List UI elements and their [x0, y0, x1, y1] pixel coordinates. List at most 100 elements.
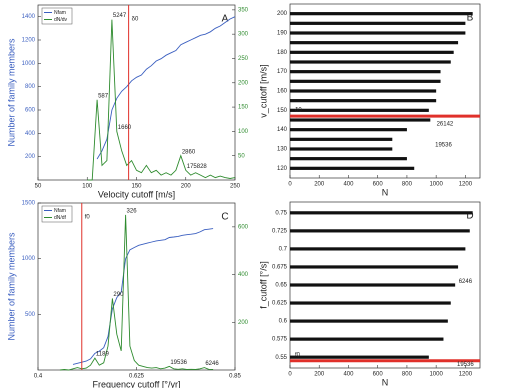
- y-tick-label: 200: [25, 154, 36, 160]
- bar: [290, 166, 415, 170]
- y-axis-label: v_cutoff [m/s]: [258, 64, 268, 117]
- y-tick-label: 0.625: [272, 301, 288, 307]
- y2-tick-label: 150: [238, 105, 249, 111]
- bar: [290, 41, 459, 45]
- cutoff-label: f0: [85, 215, 91, 221]
- x-tick-label: 200: [314, 182, 325, 188]
- y-tick-label: 400: [25, 131, 36, 137]
- y-tick-label: 180: [277, 50, 288, 56]
- x-tick-label: 250: [230, 184, 241, 190]
- peak-label: 587: [98, 93, 109, 99]
- y-tick-label: 0.6: [279, 319, 288, 325]
- bar: [290, 60, 451, 64]
- panel-label: A: [222, 14, 229, 25]
- series-line: [72, 228, 214, 365]
- x-tick-label: 800: [402, 372, 413, 378]
- bar: [290, 21, 466, 25]
- bar: [290, 108, 429, 112]
- panel-label: C: [221, 212, 228, 223]
- y2-tick-label: 350: [238, 7, 249, 13]
- y-tick-label: 500: [25, 312, 36, 318]
- y2-tick-label: 50: [238, 153, 245, 159]
- x-tick-label: 1000: [429, 372, 443, 378]
- x-tick-label: 200: [314, 372, 325, 378]
- plot-frame: [37, 4, 236, 181]
- peak-label: 2860: [182, 149, 196, 155]
- annotation: 19536: [457, 362, 474, 368]
- annotation: 19536: [435, 143, 452, 149]
- y-tick-label: 150: [277, 108, 288, 114]
- legend-label: Nfam: [54, 208, 66, 214]
- bar: [290, 211, 473, 215]
- y-tick-label: 0.55: [275, 355, 287, 361]
- bar: [290, 79, 441, 83]
- series-line: [59, 214, 214, 371]
- bar: [290, 265, 459, 269]
- y-axis-label: f_cutoff [°/s]: [258, 261, 268, 308]
- y2-tick-label: 400: [238, 272, 249, 278]
- x-axis-label: N: [382, 187, 389, 197]
- y-tick-label: 170: [277, 69, 288, 75]
- bar: [290, 355, 429, 359]
- bar: [290, 283, 456, 287]
- x-tick-label: 150: [131, 184, 142, 190]
- y-tick-label: 0.7: [279, 246, 288, 252]
- x-tick-label: 0.4: [34, 374, 43, 380]
- x-axis-label: Frequency cutoff [°/yr]: [93, 379, 181, 388]
- legend-label: dN/df: [54, 215, 67, 221]
- y-tick-label: 0.675: [272, 265, 288, 271]
- y-tick-label: 1500: [22, 201, 36, 207]
- y-tick-label: 800: [25, 84, 36, 90]
- x-tick-label: 600: [373, 372, 384, 378]
- bar: [290, 50, 454, 54]
- y-tick-label: 0.65: [275, 283, 287, 289]
- cutoff-label: f0: [295, 352, 301, 358]
- x-tick-label: 0: [288, 372, 292, 378]
- peak-label: 1189: [96, 352, 110, 358]
- bar: [290, 99, 437, 103]
- bar: [290, 229, 470, 233]
- series-line: [87, 19, 236, 181]
- bar: [290, 128, 407, 132]
- y-tick-label: 1400: [22, 14, 36, 20]
- x-tick-label: 200: [181, 184, 192, 190]
- bar: [290, 157, 407, 161]
- cutoff-label: δ0: [132, 17, 139, 23]
- plot-frame: [37, 202, 236, 371]
- peak-label: 326: [127, 209, 138, 215]
- x-tick-label: 600: [373, 182, 384, 188]
- peak-label: 6246: [205, 361, 219, 367]
- y2-tick-label: 600: [238, 224, 249, 230]
- x-tick-label: 1000: [429, 182, 443, 188]
- panel-label: D: [466, 211, 473, 222]
- peak-label: 1660: [118, 125, 132, 131]
- cutoff-label: δ0: [295, 108, 302, 114]
- x-axis-label: N: [382, 377, 389, 387]
- y2-tick-label: 200: [238, 80, 249, 86]
- y2-tick-label: 200: [238, 320, 249, 326]
- y-tick-label: 600: [25, 108, 36, 114]
- y-axis-label: Number of family members: [6, 38, 16, 147]
- y-tick-label: 160: [277, 89, 288, 95]
- peak-label: 19536: [170, 360, 187, 366]
- annotation: 6246: [459, 279, 473, 285]
- bar: [290, 12, 473, 16]
- x-tick-label: 800: [402, 182, 413, 188]
- bar: [290, 70, 441, 74]
- peak-label: 290: [113, 292, 124, 298]
- y-tick-label: 1000: [22, 61, 36, 67]
- y-tick-label: 200: [277, 11, 288, 17]
- x-tick-label: 0.625: [129, 374, 145, 380]
- x-tick-label: 400: [343, 372, 354, 378]
- peak-label: 175828: [187, 164, 208, 170]
- y-axis-label: Number of family members: [6, 232, 16, 341]
- bar: [290, 147, 393, 151]
- peak-label: 5247: [113, 13, 127, 19]
- y-tick-label: 0.75: [275, 210, 287, 216]
- x-tick-label: 400: [343, 182, 354, 188]
- bar: [290, 301, 451, 305]
- y-tick-label: 0.575: [272, 337, 288, 343]
- x-tick-label: 0: [288, 182, 292, 188]
- bar: [290, 337, 444, 341]
